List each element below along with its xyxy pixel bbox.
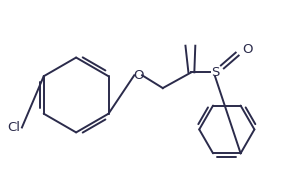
Text: O: O <box>133 69 144 82</box>
Text: S: S <box>211 66 219 79</box>
Text: Cl: Cl <box>7 121 20 134</box>
Text: O: O <box>242 43 253 56</box>
